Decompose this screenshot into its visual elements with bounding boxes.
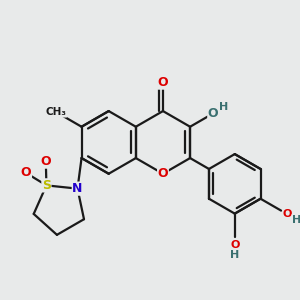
Text: O: O bbox=[40, 155, 51, 168]
Text: O: O bbox=[21, 167, 32, 179]
Text: H: H bbox=[230, 250, 239, 260]
Text: O: O bbox=[208, 107, 218, 120]
Text: O: O bbox=[158, 167, 168, 180]
Text: O: O bbox=[158, 76, 168, 89]
Text: H: H bbox=[292, 214, 300, 225]
Text: CH₃: CH₃ bbox=[46, 107, 67, 117]
Text: S: S bbox=[42, 179, 51, 192]
Text: N: N bbox=[72, 182, 83, 195]
Text: O: O bbox=[283, 209, 292, 219]
Text: O: O bbox=[230, 240, 239, 250]
Text: H: H bbox=[219, 102, 228, 112]
